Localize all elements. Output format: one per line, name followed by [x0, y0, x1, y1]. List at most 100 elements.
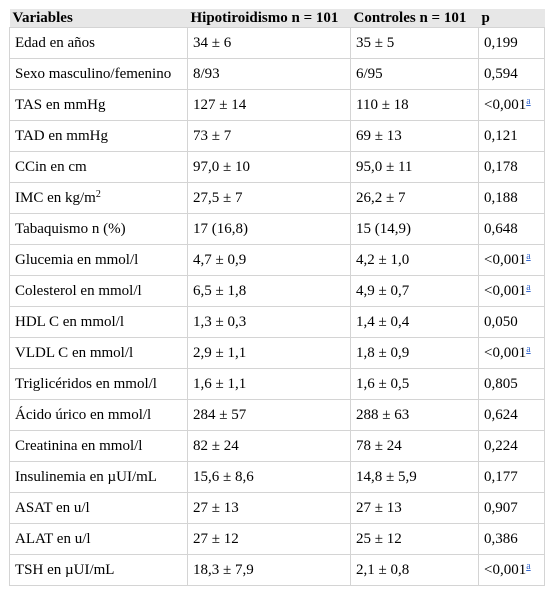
header-hipotiroidismo: Hipotiroidismo n = 101	[187, 9, 351, 28]
p-value-cell: 0,648	[478, 213, 545, 245]
p-value: <0,001	[484, 283, 527, 299]
p-value: 0,188	[484, 190, 518, 206]
footnote-link[interactable]: a	[526, 344, 531, 355]
variable-label: HDL C en mmol/l	[15, 314, 125, 330]
hipotiroidismo-cell: 97,0 ± 10	[187, 151, 351, 183]
variable-label: Creatinina en mmol/l	[15, 438, 143, 454]
variable-label: Glucemia en mmol/l	[15, 252, 139, 268]
controles-cell: 27 ± 13	[350, 492, 479, 524]
header-p: p	[478, 9, 545, 28]
table-row: CCin en cm 97,0 ± 10 95,0 ± 11 0,178	[9, 151, 545, 183]
table-row: TAS en mmHg 127 ± 14 110 ± 18 <0,001a	[9, 89, 545, 121]
table-row: Insulinemia en µUI/mL 15,6 ± 8,6 14,8 ± 5,…	[9, 461, 545, 493]
footnote-link[interactable]: a	[526, 561, 531, 572]
variable-cell: IMC en kg/m2	[9, 182, 188, 214]
p-value: <0,001	[484, 97, 527, 113]
variable-label: TSH en µUI/mL	[15, 562, 115, 578]
p-value: <0,001	[484, 345, 527, 361]
p-value-cell: 0,050	[478, 306, 545, 338]
variable-cell: TAS en mmHg	[9, 89, 188, 121]
p-value-cell: <0,001a	[478, 244, 545, 276]
hipotiroidismo-cell: 1,6 ± 1,1	[187, 368, 351, 400]
table-row: ASAT en u/l 27 ± 13 27 ± 13 0,907	[9, 492, 545, 524]
variable-cell: Ácido úrico en mmol/l	[9, 399, 188, 431]
variable-label: Sexo masculino/femenino	[15, 66, 172, 82]
footnote-link[interactable]: a	[526, 251, 531, 262]
controles-cell: 25 ± 12	[350, 523, 479, 555]
hipotiroidismo-cell: 27 ± 13	[187, 492, 351, 524]
p-value-cell: <0,001a	[478, 337, 545, 369]
variable-label: ASAT en u/l	[15, 500, 90, 516]
controles-cell: 288 ± 63	[350, 399, 479, 431]
variable-label: VLDL C en mmol/l	[15, 345, 134, 361]
controles-cell: 4,2 ± 1,0	[350, 244, 479, 276]
controles-cell: 14,8 ± 5,9	[350, 461, 479, 493]
hipotiroidismo-cell: 82 ± 24	[187, 430, 351, 462]
controles-cell: 35 ± 5	[350, 27, 479, 59]
variable-cell: Edad en años	[9, 27, 188, 59]
hipotiroidismo-cell: 8/93	[187, 58, 351, 90]
controles-cell: 1,4 ± 0,4	[350, 306, 479, 338]
p-value-cell: 0,177	[478, 461, 545, 493]
table-row: TAD en mmHg 73 ± 7 69 ± 13 0,121	[9, 120, 545, 152]
header-controles: Controles n = 101	[350, 9, 479, 28]
variable-cell: Insulinemia en µUI/mL	[9, 461, 188, 493]
controles-cell: 26,2 ± 7	[350, 182, 479, 214]
variable-label: TAS en mmHg	[15, 97, 106, 113]
variable-cell: Colesterol en mmol/l	[9, 275, 188, 307]
controles-cell: 15 (14,9)	[350, 213, 479, 245]
p-value: 0,386	[484, 531, 518, 547]
table-row: TSH en µUI/mL 18,3 ± 7,9 2,1 ± 0,8 <0,001a	[9, 554, 545, 586]
variable-cell: Glucemia en mmol/l	[9, 244, 188, 276]
p-value: 0,907	[484, 500, 518, 516]
variable-cell: VLDL C en mmol/l	[9, 337, 188, 369]
controles-cell: 110 ± 18	[350, 89, 479, 121]
hipotiroidismo-cell: 15,6 ± 8,6	[187, 461, 351, 493]
controles-cell: 1,6 ± 0,5	[350, 368, 479, 400]
p-value-cell: 0,594	[478, 58, 545, 90]
header-variables: Variables	[9, 9, 188, 28]
hipotiroidismo-cell: 6,5 ± 1,8	[187, 275, 351, 307]
variable-label: TAD en mmHg	[15, 128, 108, 144]
table-row: Creatinina en mmol/l 82 ± 24 78 ± 24 0,224	[9, 430, 545, 462]
table-row: Glucemia en mmol/l 4,7 ± 0,9 4,2 ± 1,0 <0,0…	[9, 244, 545, 276]
hipotiroidismo-cell: 34 ± 6	[187, 27, 351, 59]
controles-cell: 4,9 ± 0,7	[350, 275, 479, 307]
p-value-cell: <0,001a	[478, 89, 545, 121]
p-value: <0,001	[484, 252, 527, 268]
p-value-cell: 0,178	[478, 151, 545, 183]
p-value: 0,648	[484, 221, 518, 237]
variable-cell: CCin en cm	[9, 151, 188, 183]
p-value-cell: <0,001a	[478, 275, 545, 307]
controles-cell: 6/95	[350, 58, 479, 90]
table-row: Edad en años 34 ± 6 35 ± 5 0,199	[9, 27, 545, 59]
hipotiroidismo-cell: 127 ± 14	[187, 89, 351, 121]
variable-label: Insulinemia en µUI/mL	[15, 469, 157, 485]
variable-cell: Triglicéridos en mmol/l	[9, 368, 188, 400]
p-value-cell: <0,001a	[478, 554, 545, 586]
variable-cell: Sexo masculino/femenino	[9, 58, 188, 90]
hipotiroidismo-cell: 18,3 ± 7,9	[187, 554, 351, 586]
results-table: Variables Hipotiroidismo n = 101 Control…	[9, 9, 545, 586]
footnote-link[interactable]: a	[526, 282, 531, 293]
hipotiroidismo-cell: 17 (16,8)	[187, 213, 351, 245]
p-value: 0,805	[484, 376, 518, 392]
variable-label: Tabaquismo n (%)	[15, 221, 126, 237]
controles-cell: 78 ± 24	[350, 430, 479, 462]
footnote-link[interactable]: a	[526, 96, 531, 107]
p-value: 0,178	[484, 159, 518, 175]
p-value: 0,121	[484, 128, 518, 144]
variable-cell: ASAT en u/l	[9, 492, 188, 524]
table-header: Variables Hipotiroidismo n = 101 Control…	[9, 9, 545, 28]
variable-label: CCin en cm	[15, 159, 87, 175]
p-value: <0,001	[484, 562, 527, 578]
p-value: 0,624	[484, 407, 518, 423]
variable-cell: TAD en mmHg	[9, 120, 188, 152]
controles-cell: 69 ± 13	[350, 120, 479, 152]
variable-cell: ALAT en u/l	[9, 523, 188, 555]
p-value-cell: 0,199	[478, 27, 545, 59]
table-row: Ácido úrico en mmol/l 284 ± 57 288 ± 63 0,6…	[9, 399, 545, 431]
p-value-cell: 0,188	[478, 182, 545, 214]
variable-label: IMC en kg/m	[15, 190, 96, 206]
hipotiroidismo-cell: 4,7 ± 0,9	[187, 244, 351, 276]
